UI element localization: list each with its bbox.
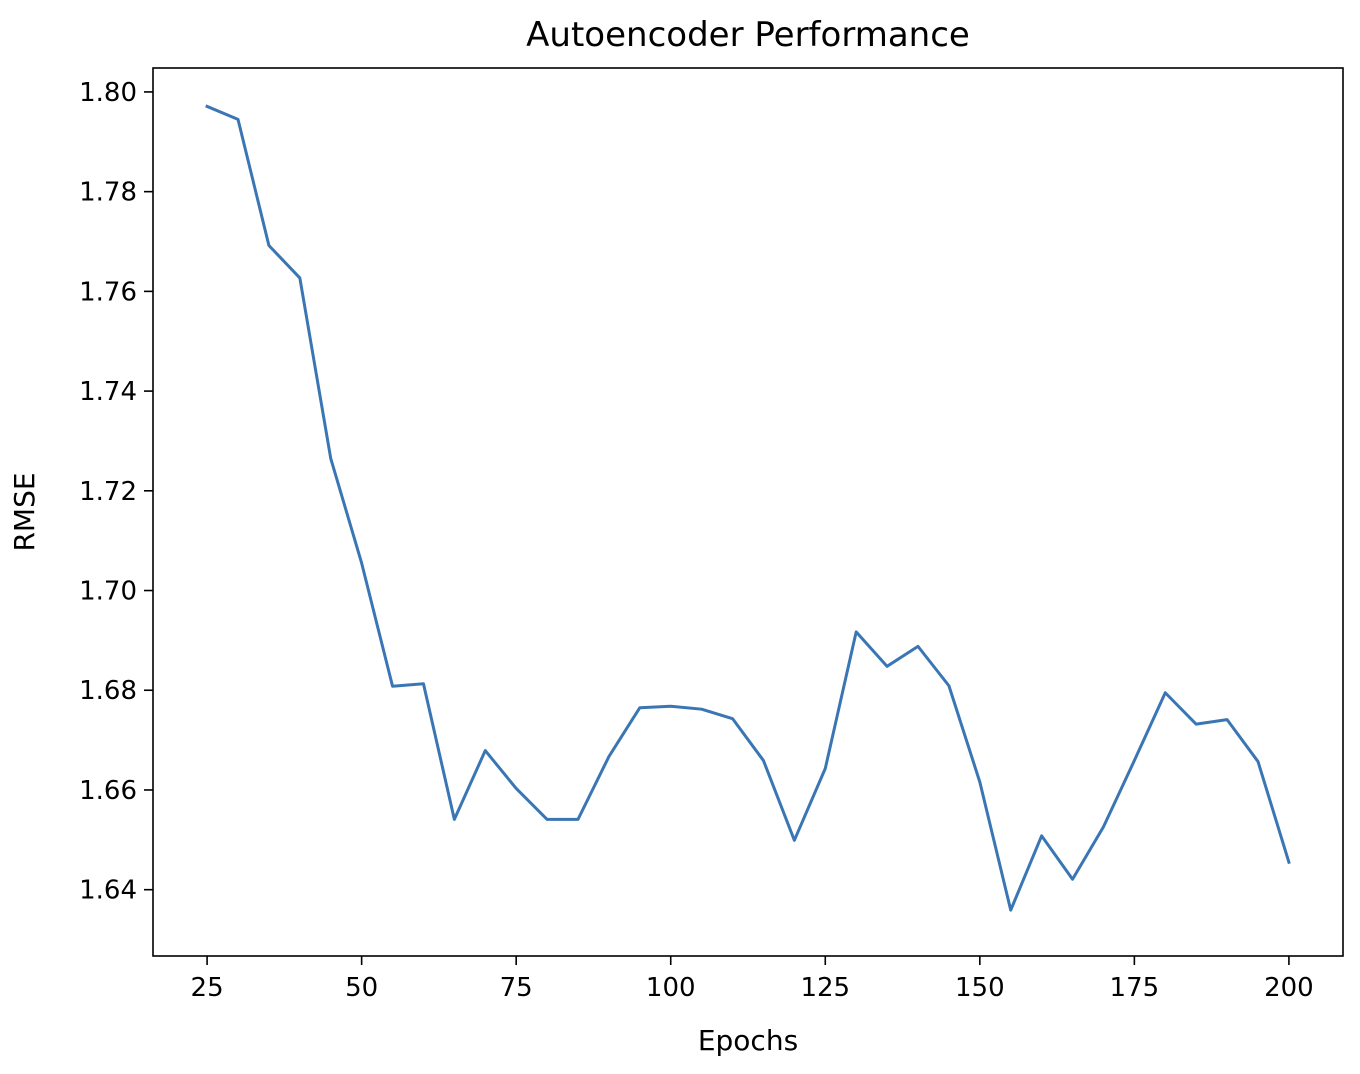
plot-area — [205, 104, 1291, 912]
x-tick-label: 75 — [500, 973, 533, 1003]
y-axis-label: RMSE — [8, 472, 41, 551]
y-axis: 1.64 1.66 1.68 1.70 1.72 1.74 1.76 1.78 1.80 — [79, 78, 153, 906]
x-tick-label: 125 — [800, 973, 850, 1003]
x-axis-label: Epochs — [698, 1024, 798, 1057]
y-tick-label: 1.70 — [79, 577, 137, 607]
x-tick-label: 100 — [646, 973, 696, 1003]
y-tick-label: 1.74 — [79, 377, 137, 407]
plot-frame — [152, 67, 1344, 957]
y-tick-label: 1.78 — [79, 178, 137, 208]
y-tick-label: 1.66 — [79, 776, 137, 806]
chart-title: Autoencoder Performance — [526, 15, 970, 55]
y-tick-label: 1.72 — [79, 477, 137, 507]
x-tick-label: 150 — [955, 973, 1005, 1003]
y-tick-label: 1.80 — [79, 78, 137, 108]
x-tick-label: 25 — [191, 973, 224, 1003]
x-tick-label: 50 — [345, 973, 378, 1003]
x-tick-label: 175 — [1110, 973, 1160, 1003]
x-axis: 25 50 75 100 125 150 175 200 — [191, 956, 1314, 1003]
x-tick-label: 200 — [1264, 973, 1314, 1003]
y-tick-label: 1.68 — [79, 676, 137, 706]
y-tick-label: 1.64 — [79, 876, 137, 906]
y-tick-label: 1.76 — [79, 277, 137, 307]
series-line — [205, 104, 1291, 912]
